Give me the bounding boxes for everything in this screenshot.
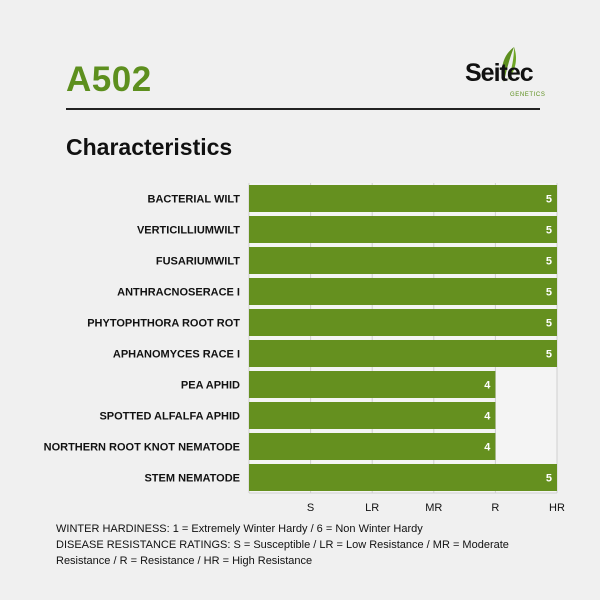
category-label: ANTHRACNOSERACE I — [117, 287, 240, 299]
bar — [249, 216, 557, 243]
data-label: 5 — [546, 349, 552, 361]
bar — [249, 402, 496, 429]
data-label: 5 — [546, 318, 552, 330]
product-code: A502 — [66, 60, 152, 99]
data-label: 5 — [546, 287, 552, 299]
bar — [249, 464, 557, 491]
x-tick-label: MR — [425, 502, 442, 514]
data-label: 5 — [546, 256, 552, 268]
category-label: APHANOMYCES RACE I — [113, 349, 240, 361]
x-tick-label: R — [491, 502, 499, 514]
data-label: 4 — [484, 411, 491, 423]
leaf-icon — [502, 47, 516, 82]
header-divider — [66, 108, 540, 110]
bar — [249, 433, 496, 460]
bar — [249, 309, 557, 336]
bar — [249, 371, 496, 398]
data-label: 5 — [546, 194, 552, 206]
data-label: 5 — [546, 225, 552, 237]
x-tick-label: S — [307, 502, 314, 514]
category-label: STEM NEMATODE — [144, 473, 240, 485]
bar — [249, 247, 557, 274]
category-label: NORTHERN ROOT KNOT NEMATODE — [44, 442, 240, 454]
data-label: 5 — [546, 473, 552, 485]
brand-wordmark: Seitec — [465, 59, 534, 87]
brand-subtitle: GENETICS — [510, 92, 546, 98]
category-label: SPOTTED ALFALFA APHID — [99, 411, 240, 423]
category-label: VERTICILLIUMWILT — [137, 225, 240, 237]
data-label: 4 — [484, 442, 491, 454]
winter-hardiness-legend: WINTER HARDINESS: 1 = Extremely Winter H… — [56, 523, 423, 535]
x-tick-label: LR — [365, 502, 379, 514]
rating-legend: WINTER HARDINESS: 1 = Extremely Winter H… — [56, 521, 556, 569]
section-title: Characteristics — [66, 134, 233, 160]
bar — [249, 278, 557, 305]
category-label: PEA APHID — [181, 380, 240, 392]
category-label: FUSARIUMWILT — [156, 256, 240, 268]
brand-logo: Seitec GENETICS — [462, 44, 546, 102]
category-label: BACTERIAL WILT — [148, 194, 241, 206]
disease-resistance-legend: DISEASE RESISTANCE RATINGS: S = Suscepti… — [56, 539, 509, 567]
bar — [249, 185, 557, 212]
data-label: 4 — [484, 380, 491, 392]
category-label: PHYTOPHTHORA ROOT ROT — [87, 318, 240, 330]
bar — [249, 340, 557, 367]
x-tick-label: HR — [549, 502, 565, 514]
